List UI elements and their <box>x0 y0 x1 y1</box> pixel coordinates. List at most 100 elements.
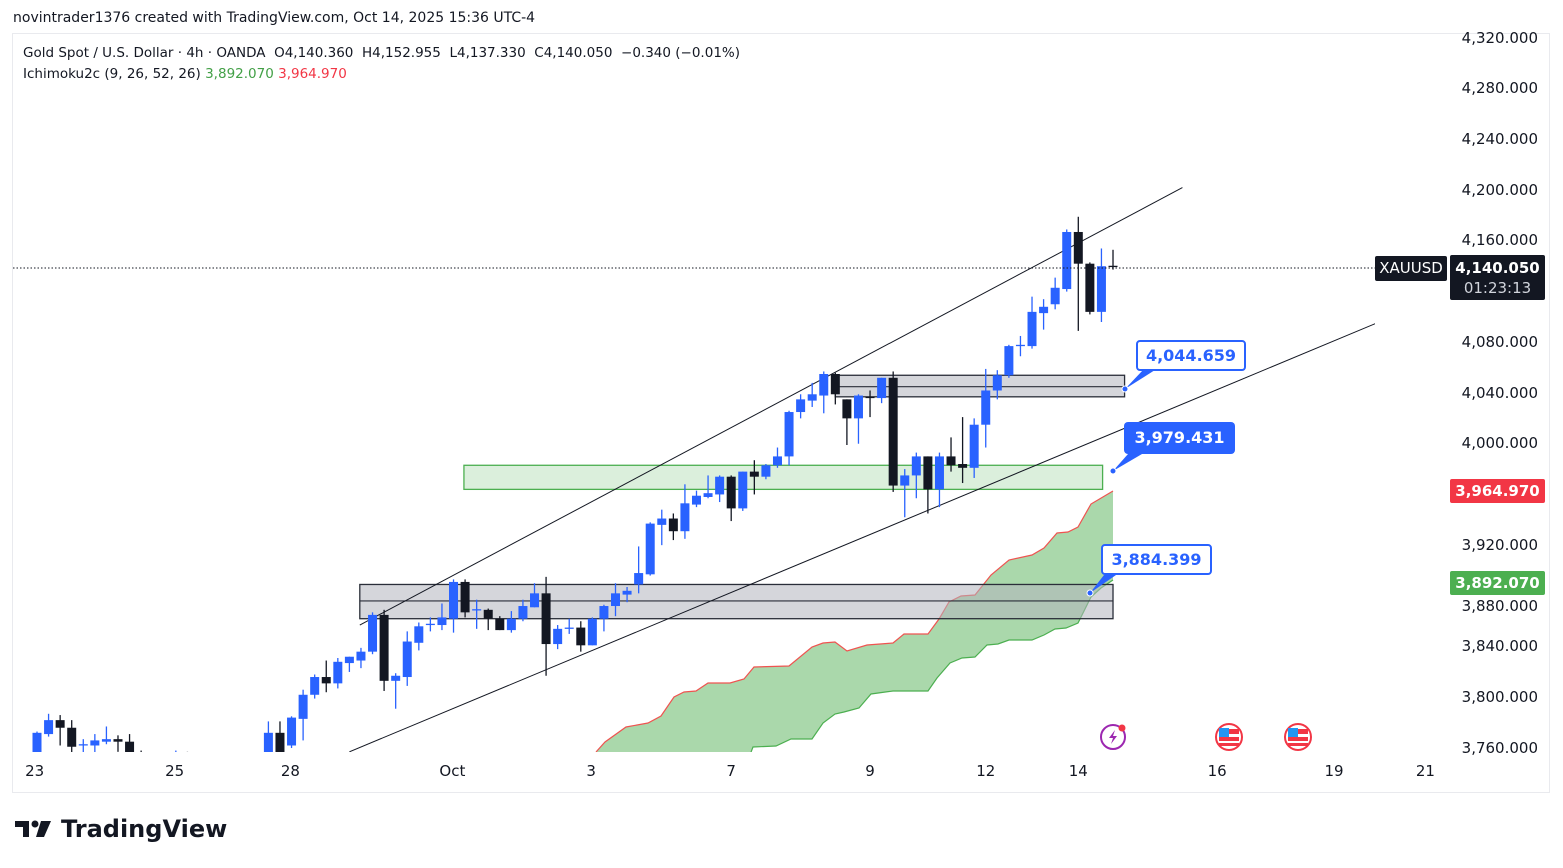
time-tick-label: Oct <box>439 762 466 780</box>
candle-body <box>981 390 991 425</box>
cloud-fill <box>596 491 1113 752</box>
price-callout-3979[interactable]: 3,979.431 <box>1124 422 1235 454</box>
candle-body <box>1027 311 1037 347</box>
candle <box>460 579 470 618</box>
candle-body <box>1050 287 1060 305</box>
candle <box>263 721 273 752</box>
gray-zone <box>359 583 1114 620</box>
price-tick-label: 4,280.000 <box>1461 79 1538 98</box>
candle-body <box>888 377 898 486</box>
candle <box>321 660 331 693</box>
candle <box>67 720 77 752</box>
close-value: C4,140.050 <box>534 45 613 61</box>
candle <box>1108 249 1118 270</box>
candle-body <box>402 641 412 678</box>
candle <box>796 394 806 419</box>
candle <box>923 456 933 514</box>
candle-body <box>715 476 725 495</box>
candle-body <box>321 677 331 684</box>
candle <box>842 399 852 445</box>
zones <box>359 374 1126 620</box>
candle-body <box>877 377 887 399</box>
price-tick-label: 4,200.000 <box>1461 180 1538 199</box>
support-zone-green <box>463 464 1104 491</box>
time-tick-label: 14 <box>1068 762 1088 780</box>
candle <box>576 621 586 652</box>
candle <box>599 604 609 632</box>
candle-body <box>530 593 540 608</box>
candle <box>90 734 100 752</box>
candle <box>425 617 435 632</box>
candle-body <box>263 732 273 752</box>
candle-body <box>368 614 378 652</box>
candle-body <box>1004 346 1014 376</box>
candle <box>379 609 389 691</box>
candle-body <box>1096 266 1106 312</box>
candle <box>344 656 354 672</box>
candle-body <box>553 628 563 645</box>
candle-body <box>691 495 701 505</box>
candle <box>495 616 505 631</box>
candle <box>715 475 725 503</box>
candle <box>186 751 189 752</box>
callout-anchor-dot <box>1121 385 1129 393</box>
candle <box>101 726 111 745</box>
candle-body <box>611 593 620 607</box>
candle-body <box>657 518 667 525</box>
time-tick-label: 23 <box>25 762 45 780</box>
candle <box>472 599 482 629</box>
candle <box>368 612 378 655</box>
candle <box>252 754 261 776</box>
candle <box>853 394 863 444</box>
callout-pointer <box>1125 370 1155 389</box>
candle <box>1073 216 1083 331</box>
candle <box>680 484 690 539</box>
candle-body <box>333 661 343 684</box>
candle <box>981 368 991 448</box>
candle <box>865 390 875 418</box>
price-tick-label: 4,240.000 <box>1461 129 1538 148</box>
candle <box>703 475 713 499</box>
candle-body <box>645 523 655 575</box>
candle <box>140 750 142 752</box>
candle <box>1062 229 1072 292</box>
tradingview-logo[interactable]: TradingView <box>15 815 227 843</box>
candle-body <box>113 739 123 742</box>
candle <box>356 647 366 669</box>
indicator-name[interactable]: Ichimoku2c (9, 26, 52, 26) <box>23 66 201 82</box>
candle-body <box>472 609 482 611</box>
time-tick-label: 16 <box>1207 762 1227 780</box>
candle-body <box>622 590 632 595</box>
candle <box>298 689 308 741</box>
candle <box>1015 335 1025 357</box>
candle-body <box>576 627 586 646</box>
price-callout-4044[interactable]: 4,044.659 <box>1136 340 1246 371</box>
indicator-value-red: 3,964.970 <box>278 66 347 82</box>
candle-body <box>1108 265 1118 268</box>
time-tick-label: 28 <box>280 762 300 780</box>
chart-panel[interactable] <box>12 33 1550 793</box>
candle-body <box>819 373 829 396</box>
price-tick-label: 3,920.000 <box>1461 535 1538 554</box>
price-tick-label: 4,080.000 <box>1461 332 1538 351</box>
candle <box>449 579 459 633</box>
candle-body <box>275 732 285 752</box>
candle-body <box>495 618 505 631</box>
candle <box>900 469 910 518</box>
time-tick-label: 25 <box>165 762 185 780</box>
candle <box>691 490 701 508</box>
candle-body <box>310 677 320 695</box>
candle <box>564 618 574 634</box>
time-tick-label: 7 <box>726 762 736 780</box>
candle <box>32 731 42 752</box>
candle-body <box>414 626 424 643</box>
candles <box>32 216 1118 776</box>
candle <box>55 715 65 746</box>
candle <box>483 608 493 631</box>
candle-body <box>344 656 354 664</box>
bar-countdown: 01:23:13 <box>1463 279 1532 297</box>
price-callout-3884[interactable]: 3,884.399 <box>1101 544 1212 575</box>
candle <box>518 599 528 622</box>
symbol-description[interactable]: Gold Spot / U.S. Dollar · 4h · OANDA <box>23 45 266 61</box>
